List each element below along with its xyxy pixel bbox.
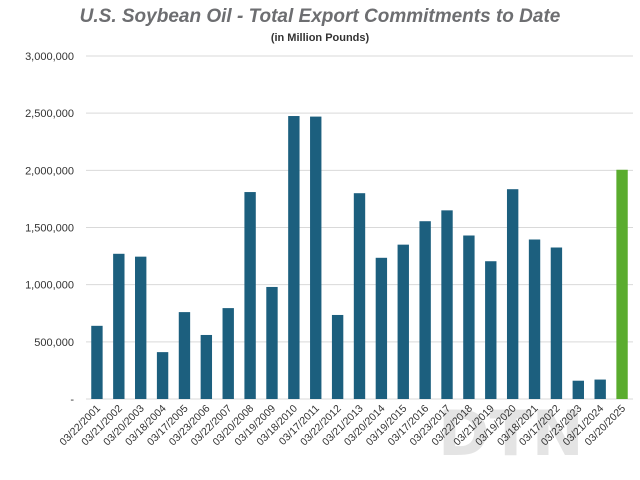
bar-03-21-2019 — [485, 261, 497, 399]
bar-03-19-2020 — [506, 189, 519, 399]
bar-03-18-2021 — [528, 239, 541, 399]
bar-03-20-2014 — [375, 257, 388, 399]
chart-title: U.S. Soybean Oil - Total Export Commitme… — [79, 6, 561, 27]
bar-03-18-2010 — [288, 116, 300, 400]
chart-subtitle: (in Million Pounds) — [270, 32, 370, 44]
bar-03-17-2016 — [419, 221, 431, 399]
bar-03-19-2009 — [266, 286, 278, 399]
y-tick-label: - — [70, 394, 74, 406]
bar-03-17-2022 — [550, 247, 563, 399]
bar-03-22-2001 — [91, 325, 103, 399]
bar-03-20-2025 — [616, 169, 628, 399]
bar-03-21-2002 — [113, 253, 125, 399]
watermark-logo: DTN — [438, 397, 584, 470]
y-tick-label: 1,500,000 — [25, 223, 74, 235]
bar-03-19-2015 — [397, 244, 409, 399]
bar-03-20-2003 — [135, 256, 147, 399]
bar-03-22-2012 — [331, 314, 344, 399]
bar-03-23-2023 — [572, 380, 584, 399]
bars — [91, 116, 628, 400]
y-tick-label: 3,000,000 — [25, 51, 74, 63]
bar-03-18-2004 — [156, 352, 169, 399]
watermark: DTN — [438, 397, 584, 470]
y-axis-ticks: - 500,000 1,000,000 1,500,000 2,000,000 2,500… — [25, 51, 74, 406]
y-tick-label: 500,000 — [34, 337, 74, 349]
bar-03-17-2005 — [178, 312, 191, 399]
gridlines — [86, 55, 633, 400]
bar-03-22-2007 — [222, 308, 234, 399]
y-tick-label: 2,500,000 — [25, 108, 74, 120]
y-tick-label: 1,000,000 — [25, 280, 74, 292]
bar-03-22-2018 — [463, 235, 475, 399]
bar-03-17-2011 — [310, 116, 322, 399]
y-tick-label: 2,000,000 — [25, 165, 74, 177]
bar-03-21-2024 — [594, 379, 606, 399]
bar-03-20-2008 — [244, 192, 256, 399]
bar-03-23-2017 — [441, 210, 453, 399]
bar-03-23-2006 — [200, 334, 213, 399]
bar-03-21-2013 — [353, 193, 366, 399]
